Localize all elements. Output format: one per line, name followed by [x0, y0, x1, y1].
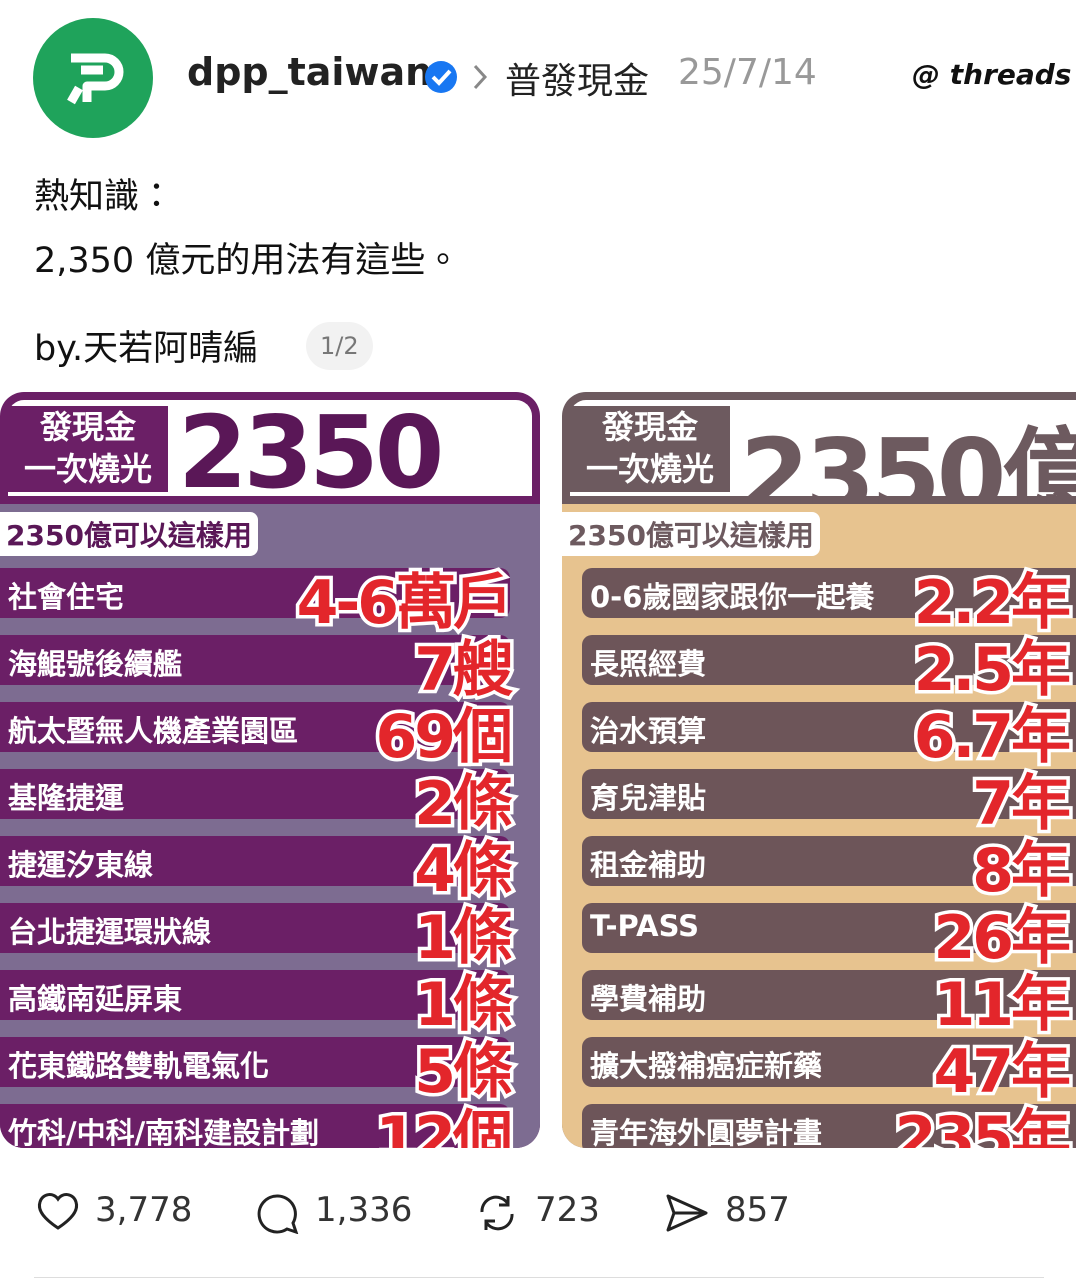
share-count: 857 — [725, 1190, 790, 1230]
item-value: 12個 — [372, 1101, 516, 1149]
item-value: 8年 — [969, 833, 1075, 910]
avatar[interactable] — [33, 18, 153, 138]
item-label: 竹科/中科/南科建設計劃 — [8, 1116, 320, 1148]
card-panel: 2350億可以這樣用 0-6歲國家跟你一起養 2.2年長照經費 2.5年治水預算 6.7… — [562, 504, 1076, 1148]
badge: 發現金 一次燒光 — [8, 406, 168, 492]
page-indicator: 1/2 — [306, 322, 373, 370]
badge: 發現金 一次燒光 — [570, 406, 730, 492]
item-row: T-PASS — [582, 903, 1076, 953]
badge-line: 一次燒光 — [23, 450, 152, 488]
topic[interactable]: 普發現金 — [505, 61, 650, 102]
item-label: T-PASS — [590, 909, 700, 943]
item-label: 捷運汐東線 — [8, 848, 154, 882]
repost-count: 723 — [535, 1190, 600, 1230]
item-row: 租金補助 — [582, 836, 1076, 886]
info-card: 發現金 一次燒光 2350億 2350億可以這樣用 0-6歲國家跟你一起養 2.2年 長照經… — [562, 392, 1076, 1148]
item-value: 1條 — [411, 900, 517, 977]
item-label: 海鯤號後續艦 — [8, 647, 183, 681]
card-subtitle: 2350億可以這樣用 — [0, 512, 258, 556]
avatar-logo — [67, 53, 124, 105]
post-line: 2,350 億元的用法有這些。 — [34, 241, 461, 281]
item-label: 台北捷運環狀線 — [8, 915, 212, 949]
item-row: 育兒津貼 — [582, 769, 1076, 819]
item-label: 青年海外圓夢計畫 — [590, 1116, 823, 1148]
brand: @ threads — [912, 58, 1072, 91]
item-row: 長照經費 — [582, 635, 1076, 685]
item-row: 擴大撥補癌症新藥 — [582, 1037, 1076, 1087]
item-value: 2.5年 — [910, 632, 1074, 709]
item-label: 基隆捷運 — [8, 781, 125, 815]
item-label: 治水預算 — [590, 714, 707, 748]
reply-count: 1,336 — [315, 1190, 413, 1230]
item-row: 學費補助 — [582, 970, 1076, 1020]
item-label: 航太暨無人機產業園區 — [8, 714, 299, 748]
card-panel: 2350億可以這樣用社會住宅 4-6萬戶海鯤號後續艦 7艘航太暨無人機產業園區 69個… — [0, 504, 540, 1148]
repost-icon[interactable] — [474, 1192, 520, 1234]
item-row: 海鯤號後續艦 — [0, 635, 510, 685]
item-value: 235年 — [891, 1101, 1074, 1149]
item-value: 2.2年 — [910, 565, 1074, 642]
item-label: 社會住宅 — [8, 580, 125, 614]
post-line: by.天若阿晴編 — [34, 329, 259, 369]
item-row: 高鐵南延屏東 — [0, 970, 510, 1020]
reply-icon[interactable] — [256, 1192, 300, 1234]
item-label: 學費補助 — [590, 982, 707, 1016]
item-label: 育兒津貼 — [590, 781, 707, 815]
item-row: 基隆捷運 — [0, 769, 510, 819]
chevron — [473, 64, 488, 90]
item-row: 青年海外圓夢計畫 — [582, 1104, 1076, 1148]
item-value: 7年 — [969, 766, 1075, 843]
item-value: 2條 — [411, 766, 517, 843]
item-label: 擴大撥補癌症新藥 — [590, 1049, 823, 1083]
item-row: 0-6歲國家跟你一起養 — [582, 568, 1076, 618]
item-value: 11年 — [930, 967, 1074, 1044]
share-icon[interactable] — [664, 1192, 710, 1234]
post-line: 熱知識： — [34, 177, 175, 217]
item-row: 治水預算 — [582, 702, 1076, 752]
item-row: 航太暨無人機產業園區 — [0, 702, 510, 752]
badge-line: 發現金 — [39, 408, 136, 446]
item-label: 0-6歲國家跟你一起養 — [590, 580, 875, 614]
like-icon[interactable] — [36, 1192, 80, 1232]
item-row: 竹科/中科/南科建設計劃 — [0, 1104, 510, 1148]
item-row: 台北捷運環狀線 — [0, 903, 510, 953]
item-value: 7艘 — [411, 632, 517, 709]
item-value: 4-6萬戶 — [293, 565, 516, 642]
item-value: 26年 — [930, 900, 1074, 977]
like-count: 3,778 — [95, 1190, 193, 1230]
item-value: 5條 — [411, 1034, 517, 1111]
item-value: 1條 — [411, 967, 517, 1044]
item-value: 69個 — [372, 699, 516, 776]
badge-line: 發現金 — [601, 408, 698, 446]
divider — [34, 1277, 1044, 1278]
item-label: 長照經費 — [590, 647, 707, 681]
item-label: 高鐵南延屏東 — [8, 982, 183, 1016]
verified-badge — [425, 61, 457, 93]
username[interactable]: dpp_taiwan — [187, 50, 433, 94]
item-row: 花東鐵路雙軌電氣化 — [0, 1037, 510, 1087]
item-label: 花東鐵路雙軌電氣化 — [8, 1049, 270, 1083]
item-label: 租金補助 — [590, 848, 707, 882]
card-subtitle: 2350億可以這樣用 — [562, 512, 820, 556]
item-value: 6.7年 — [910, 699, 1074, 776]
item-value: 4條 — [411, 833, 517, 910]
item-value: 47年 — [930, 1034, 1074, 1111]
post-date: 25/7/14 — [678, 52, 817, 93]
badge-line: 一次燒光 — [585, 450, 714, 488]
item-row: 捷運汐東線 — [0, 836, 510, 886]
info-card: 發現金一次燒光2350億2350億可以這樣用社會住宅4-6萬戶海鯤號後續艦7艘航… — [0, 392, 540, 1148]
brand-text: threads — [949, 58, 1072, 91]
item-row: 社會住宅 — [0, 568, 510, 618]
